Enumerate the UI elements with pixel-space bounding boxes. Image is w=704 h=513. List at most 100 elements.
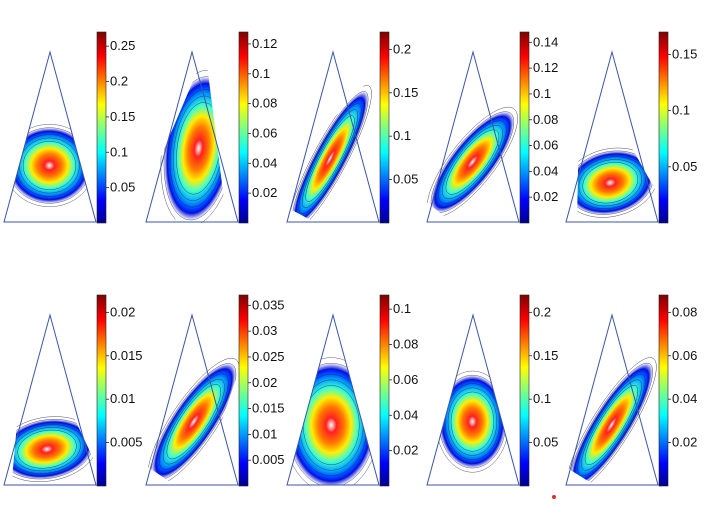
contour-line xyxy=(445,129,500,195)
colorbar-tick-label: 0.02 xyxy=(110,304,135,319)
density-contour xyxy=(151,363,236,480)
density-contour xyxy=(567,150,654,215)
colorbar-tick-label: 0.2 xyxy=(110,74,128,89)
ternary-triangle xyxy=(286,50,380,223)
ternary-triangle xyxy=(3,313,97,486)
ternary-triangle xyxy=(565,313,659,486)
colorbar-tick-label: 0.06 xyxy=(393,372,418,387)
colorbar-tick-label: 0.005 xyxy=(252,452,285,467)
colorbar-tick-label: 0.2 xyxy=(533,304,551,319)
ternary-triangle xyxy=(286,313,380,486)
colorbar-tick-label: 0.15 xyxy=(533,348,558,363)
colorbar-tick-label: 0.1 xyxy=(533,86,551,101)
ternary-triangle xyxy=(426,313,520,486)
panel-r2c3: 0.02 0.04 0.06 0.08 0.1 xyxy=(286,294,418,487)
colorbar-tick-label: 0.035 xyxy=(252,297,285,312)
colorbar-tick-label: 0.01 xyxy=(252,426,277,441)
colorbar-tick-label: 0.06 xyxy=(533,138,558,153)
colorbar-tick-label: 0.08 xyxy=(252,96,277,111)
ternary-triangle xyxy=(145,50,239,223)
colorbar-tick-label: 0.15 xyxy=(393,85,418,100)
contour-line xyxy=(450,391,495,452)
colorbar xyxy=(519,31,530,224)
colorbar-tick-label: 0.06 xyxy=(672,348,697,363)
colorbar-tick-label: 0.08 xyxy=(533,112,558,127)
colorbar xyxy=(519,294,530,487)
colorbar xyxy=(96,294,107,487)
contour-line xyxy=(298,103,362,214)
colorbar-tick-label: 0.02 xyxy=(672,435,697,450)
contour-line xyxy=(447,387,498,456)
contour-line xyxy=(305,115,355,202)
colorbar-tick-label: 0.12 xyxy=(533,60,558,75)
colorbar-tick-label: 0.03 xyxy=(252,323,277,338)
colorbar xyxy=(96,31,107,224)
colorbar-tick-label: 0.12 xyxy=(252,36,277,51)
colorbar-tick-label: 0.1 xyxy=(393,301,411,316)
panel-r2c2: 0.005 0.01 0.015 0.02 0.025 0.03 0.035 xyxy=(145,294,285,487)
colorbar-tick-label: 0.05 xyxy=(393,172,418,187)
density-contour xyxy=(570,363,653,488)
colorbar-tick-label: 0.15 xyxy=(672,46,697,61)
panel-r1c2: 0.02 0.04 0.06 0.08 0.1 0.12 xyxy=(145,31,277,227)
marker-dot xyxy=(552,495,556,499)
colorbar-tick-label: 0.2 xyxy=(393,41,411,56)
ternary-triangle xyxy=(565,50,659,223)
contour-line xyxy=(166,384,221,460)
density-contour xyxy=(431,111,514,213)
contour-line xyxy=(584,385,639,465)
panel-r1c5: 0.05 0.1 0.15 xyxy=(563,31,697,224)
colorbar-tick-label: 0.1 xyxy=(110,144,128,159)
contour-line xyxy=(581,379,642,471)
colorbar-tick-label: 0.005 xyxy=(110,435,143,450)
colorbar-tick-label: 0.05 xyxy=(672,159,697,174)
contour-line xyxy=(17,429,77,469)
colorbar-tick-label: 0.015 xyxy=(252,401,285,416)
contour-line xyxy=(155,368,233,475)
colorbar-tick-label: 0.15 xyxy=(110,109,135,124)
colorbar-tick-label: 0.05 xyxy=(110,180,135,195)
colorbar-tick-label: 0.04 xyxy=(252,155,277,170)
colorbar-tick-label: 0.1 xyxy=(252,66,270,81)
colorbar-tick-label: 0.04 xyxy=(672,391,697,406)
colorbar-tick-label: 0.04 xyxy=(393,407,418,422)
density-contour xyxy=(8,127,91,204)
ternary-triangle xyxy=(426,50,520,223)
density-contour xyxy=(291,91,369,226)
contour-line xyxy=(444,383,501,460)
colorbar xyxy=(658,31,669,224)
colorbar-tick-label: 0.1 xyxy=(533,391,551,406)
colorbar xyxy=(658,294,669,487)
colorbar xyxy=(238,31,249,224)
panel-r1c3: 0.05 0.1 0.15 0.2 xyxy=(286,31,418,233)
colorbar-tick-label: 0.02 xyxy=(393,443,418,458)
contour-line xyxy=(159,373,229,470)
contour-line xyxy=(22,141,77,190)
colorbar-tick-label: 0.025 xyxy=(252,349,285,364)
colorbar-tick-label: 0.02 xyxy=(533,189,558,204)
colorbar-tick-label: 0.06 xyxy=(252,125,277,140)
colorbar-tick-label: 0.25 xyxy=(110,38,135,53)
colorbar-tick-label: 0.015 xyxy=(110,348,143,363)
panel-r1c4: 0.02 0.04 0.06 0.08 0.1 0.12 0.14 xyxy=(426,31,558,224)
density-contour xyxy=(438,375,506,469)
contour-line xyxy=(162,378,225,465)
colorbar-tick-label: 0.01 xyxy=(110,391,135,406)
ternary-triangle xyxy=(145,313,239,486)
colorbar-tick-label: 0.08 xyxy=(393,337,418,352)
contour-line xyxy=(577,374,646,477)
contour-line xyxy=(438,120,507,204)
panel-r2c5: 0.02 0.04 0.06 0.08 xyxy=(565,294,697,493)
contour-line xyxy=(302,109,359,208)
colorbar-tick-label: 0.1 xyxy=(393,128,411,143)
contour-line xyxy=(578,159,642,207)
colorbar xyxy=(238,294,249,487)
colorbar-tick-label: 0.1 xyxy=(672,103,690,118)
density-contour xyxy=(1,419,94,480)
colorbar-tick-label: 0.02 xyxy=(252,185,277,200)
panel-r2c1: 0.005 0.01 0.015 0.02 xyxy=(0,294,143,487)
colorbar-tick-label: 0.04 xyxy=(533,163,558,178)
contour-line xyxy=(434,116,511,209)
colorbar xyxy=(379,294,390,487)
